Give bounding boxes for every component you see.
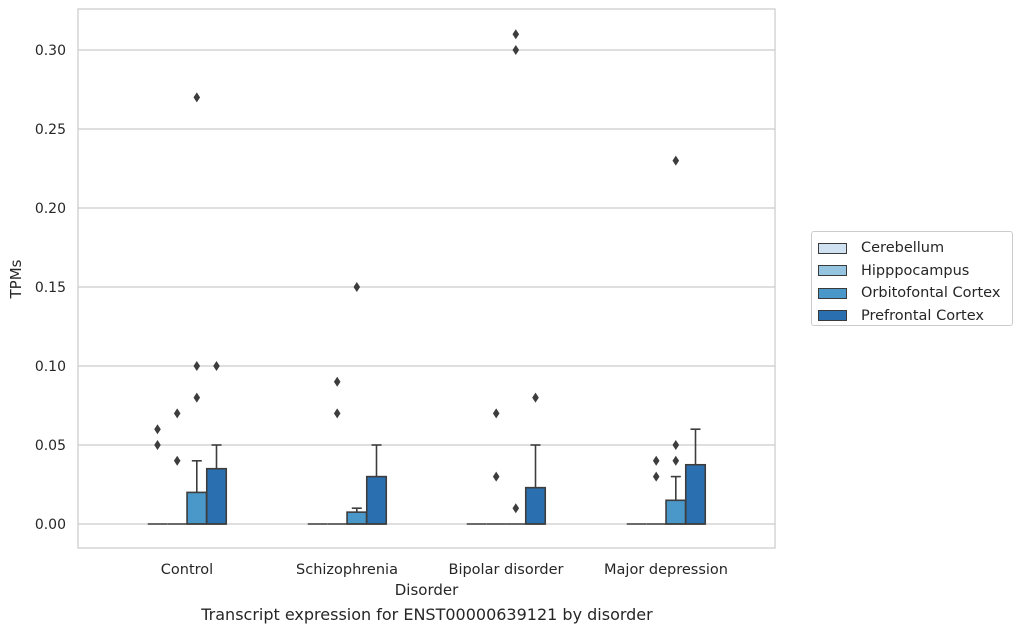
figure-caption: Transcript expression for ENST0000063912… [201,605,653,624]
y-tick-label: 0.30 [35,43,66,59]
outlier-point [492,408,500,419]
outlier-point [333,408,341,419]
legend-item: Cerebellum [818,237,1012,260]
outlier-point [193,92,201,103]
y-tick-label: 0.00 [35,517,66,533]
box-1-0 [167,408,187,525]
outlier-point [173,455,181,466]
box-2-2 [506,29,526,525]
legend-swatch [818,265,847,277]
box-body [524,486,547,525]
box-2-1 [346,282,368,525]
box-0-0 [147,424,168,525]
y-axis-label: TPMs [7,259,25,299]
legend-item: Hipppocampus [818,260,1012,283]
y-tick-label: 0.15 [35,280,66,296]
box-body [684,463,707,525]
box-1-2 [486,408,506,525]
x-axis-label: Disorder [395,581,459,599]
legend-label: Hipppocampus [861,262,970,279]
legend-swatch [818,242,847,254]
legend: Cerebellum Hipppocampus Orbitofontal Corte… [811,231,1013,326]
x-tick-label: Bipolar disorder [449,562,564,578]
outlier-point [512,503,520,514]
outlier-point [492,471,500,482]
y-tick-label: 0.25 [35,122,66,138]
y-tick-label: 0.10 [35,359,66,375]
legend-label: Cerebellum [861,240,945,257]
outlier-point [193,392,201,403]
box-1-3 [646,455,666,525]
outlier-point [652,455,660,466]
box-body [205,467,228,525]
box-3-0 [205,361,228,525]
outlier-point [672,455,680,466]
y-tick-label: 0.20 [35,201,66,217]
outlier-point [532,392,539,403]
box-body [665,499,687,525]
legend-label: Orbitofontal Cortex [861,285,1001,302]
y-tick-label: 0.05 [35,438,66,454]
box-3-3 [684,428,707,525]
outlier-point [154,424,161,435]
x-tick-label: Control [161,562,213,578]
legend-label: Prefrontal Cortex [861,307,984,324]
grid-lines [78,49,775,525]
outlier-point [154,440,161,450]
outlier-point [333,376,341,387]
box-marks [147,29,707,525]
plot-frame [77,8,776,549]
x-tick-labels: Control Schizophrenia Bipolar disorder Majo… [161,562,728,578]
box-3-2 [524,392,547,525]
box-2-0 [186,92,208,525]
x-tick-label: Schizophrenia [296,562,398,578]
outlier-point [353,282,361,292]
outlier-point [193,361,201,371]
box-body [186,491,208,525]
outlier-point [512,45,520,55]
box-body [346,511,368,525]
box-body [365,475,388,525]
outlier-point [213,361,220,371]
legend-swatch [818,310,847,322]
legend-item: Prefrontal Cortex [818,305,1012,328]
box-3-1 [365,444,388,525]
box-1-1 [327,376,347,525]
outlier-point [652,471,660,482]
y-tick-labels: 0.00 0.05 0.10 0.15 0.20 0.25 0.30 [35,43,66,533]
legend-swatch [818,287,847,299]
legend-item: Orbitofontal Cortex [818,282,1012,305]
x-tick-label: Major depression [604,562,728,578]
box-2-3 [665,155,687,525]
outlier-point [512,29,520,40]
outlier-point [173,408,181,419]
outlier-point [672,440,680,450]
outlier-point [672,155,680,166]
